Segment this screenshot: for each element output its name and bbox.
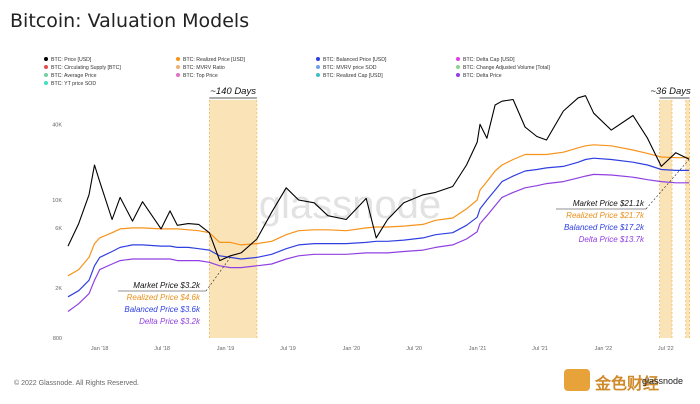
series-line [67,95,690,262]
annotation-text: Market Price $3.2k [133,281,201,290]
band2-label: ~36 Days [650,86,691,97]
legend-swatch [44,81,48,85]
band1-label: ~140 Days [210,86,256,97]
legend-item: BTC: Realized Price [USD] [183,57,246,63]
x-tick-label: Jul '21 [532,346,548,352]
annotation-text: Balanced Price $17.2k [564,223,645,232]
legend-swatch [176,73,180,77]
copyright-footer: © 2022 Glassnode. All Rights Reserved. [14,380,140,387]
legend-item: BTC: Delta Price [463,73,502,79]
legend-item: BTC: Change Adjusted Volume [Total] [463,65,550,71]
x-tick-label: Jan '20 [343,346,361,352]
legend-swatch [316,73,320,77]
x-tick-label: Jul '19 [280,346,296,352]
series-line [67,157,690,298]
page-title: Bitcoin: Valuation Models [10,10,250,32]
legend-swatch [456,57,460,61]
x-tick-label: Jul '18 [154,346,170,352]
annotation-text: Balanced Price $3.6k [124,305,201,314]
y-tick-label: 2K [55,286,62,292]
legend-swatch [176,65,180,69]
legend-item: BTC: Price [USD] [51,57,92,63]
legend-item: BTC: Delta Cap [USD] [463,57,515,63]
legend-item: BTC: Realized Cap [USD] [323,73,383,79]
brand-logo-icon [564,369,590,391]
legend-swatch [456,65,460,69]
annotation-text: Realized Price $4.6k [127,293,201,302]
y-tick-label: 10K [52,198,62,204]
annotation-text: Market Price $21.1k [573,199,645,208]
annotation-leader [645,159,690,210]
legend-swatch [316,57,320,61]
legend-swatch [44,65,48,69]
legend-item: BTC: YT price SOD [51,81,96,87]
y-tick-label: 800 [53,336,62,342]
annotation-text: Delta Price $3.2k [139,317,201,326]
annotation-text: Delta Price $13.7k [579,235,645,244]
legend-swatch [44,73,48,77]
legend-item: BTC: Average Price [51,73,97,79]
x-tick-label: Jul '20 [406,346,422,352]
x-tick-label: Jan '21 [469,346,487,352]
series-line [67,144,690,277]
legend-item: BTC: MVRV price SOD [323,65,377,71]
annotation-text: Realized Price $21.7k [566,211,645,220]
legend-item: BTC: Top Price [183,73,218,79]
annotation-leader [205,257,231,292]
legend-swatch [176,57,180,61]
highlight-band [659,100,673,338]
y-tick-label: 40K [52,122,62,128]
corner-brand-text: 金色财经 [595,376,660,393]
legend-item: BTC: MVRV Ratio [183,65,225,71]
legend-item: BTC: Balanced Price [USD] [323,57,387,63]
x-tick-label: Jan '18 [91,346,109,352]
watermark: glassnode [259,183,441,227]
series-line [67,173,690,312]
highlight-band [209,100,257,338]
corner-sub-text: glassnode [642,376,684,386]
legend-item: BTC: Circulating Supply [BTC] [51,65,121,71]
x-tick-label: Jan '22 [595,346,613,352]
x-tick-label: Jan '19 [217,346,235,352]
legend-swatch [44,57,48,61]
legend-swatch [316,65,320,69]
x-tick-label: Jul '22 [658,346,674,352]
y-tick-label: 6K [55,226,62,232]
legend-swatch [456,73,460,77]
highlight-band [685,100,690,338]
